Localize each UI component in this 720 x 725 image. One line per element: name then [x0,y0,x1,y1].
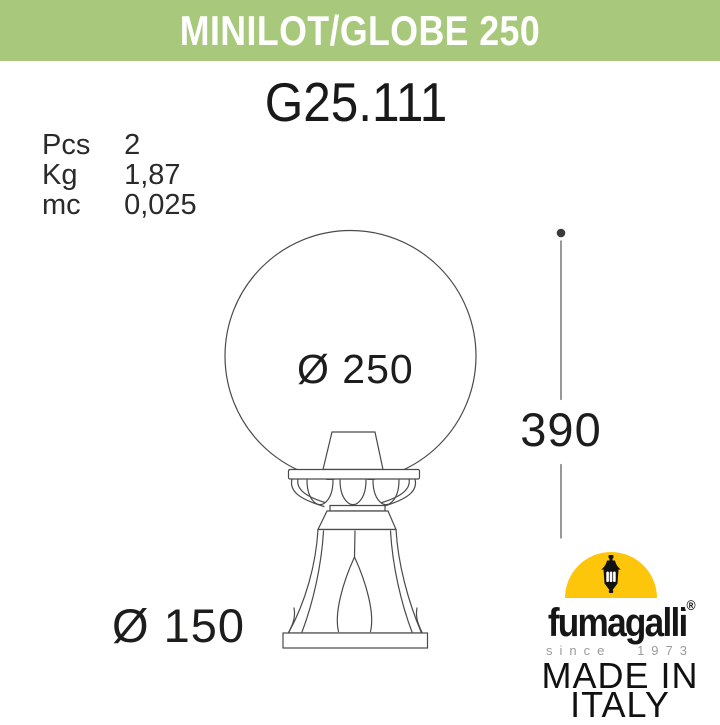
lantern-icon [601,555,621,593]
neck [322,431,384,471]
height-dimension-line [556,228,566,539]
pedestal-column [287,528,423,634]
product-family-title: MINILOT/GLOBE 250 [179,6,541,54]
spec-label: Pcs [42,129,91,161]
spec-value: 0,025 [124,189,197,221]
dimension-dot [556,228,566,238]
spec-row-pcs: Pcs 2 [42,130,197,160]
fumagalli-logo: fumagalli® since 1973 MADE IN ITALY [538,552,702,725]
spec-label: mc [42,189,81,221]
brand-name: fumagalli [547,601,688,645]
scroll-bracket [290,478,417,531]
collar-plate [287,468,421,480]
since-word: since [546,643,612,658]
registered-mark: ® [686,597,696,613]
product-code: G25.111 [264,71,448,133]
made-in-line1: MADE IN [541,655,699,696]
brand-wordmark: fumagalli® [547,585,696,645]
spec-value: 2 [124,129,141,161]
spec-row-mc: mc 0,025 [42,190,197,220]
specs-block: Pcs 2 Kg 1,87 mc 0,025 [42,130,197,220]
since-year: 1973 [637,643,694,658]
base-diameter-label: Ø 150 [112,599,246,652]
height-label: 390 [520,403,602,456]
spec-label: Kg [42,159,78,191]
made-in-line2: ITALY [570,684,670,725]
product-family-banner: MINILOT/GLOBE 250 [0,0,720,61]
globe-diameter-label: Ø 250 [297,346,414,392]
since-1973: since 1973 [546,644,694,657]
spec-row-kg: Kg 1,87 [42,160,197,190]
spec-value: 1,87 [124,159,181,191]
bracket-mask [293,480,414,529]
made-in-italy: MADE IN ITALY [538,655,702,725]
base-plate [282,632,429,649]
